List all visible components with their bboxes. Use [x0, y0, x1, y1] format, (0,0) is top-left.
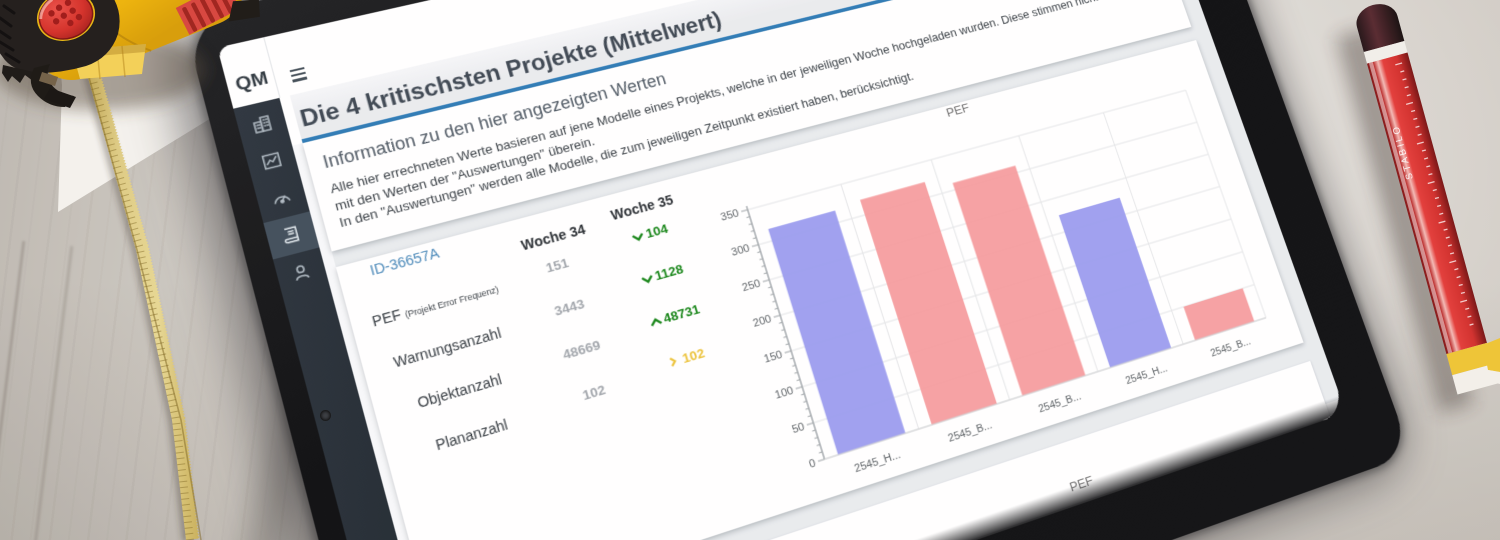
svg-text:300: 300 — [730, 241, 752, 258]
svg-text:150: 150 — [762, 347, 784, 365]
svg-text:2545_B...: 2545_B... — [1209, 335, 1252, 360]
svg-text:50: 50 — [790, 419, 806, 436]
svg-text:PEF: PEF — [944, 100, 971, 119]
svg-text:2545_H...: 2545_H... — [1124, 361, 1169, 386]
svg-text:100: 100 — [773, 383, 795, 401]
svg-text:2545_B...: 2545_B... — [946, 418, 993, 445]
svg-text:0: 0 — [807, 456, 817, 471]
svg-text:2545_H...: 2545_H... — [853, 448, 902, 475]
svg-text:350: 350 — [719, 206, 741, 223]
svg-text:200: 200 — [751, 312, 773, 330]
svg-text:250: 250 — [740, 276, 762, 294]
svg-text:2545_B...: 2545_B... — [1037, 389, 1083, 415]
